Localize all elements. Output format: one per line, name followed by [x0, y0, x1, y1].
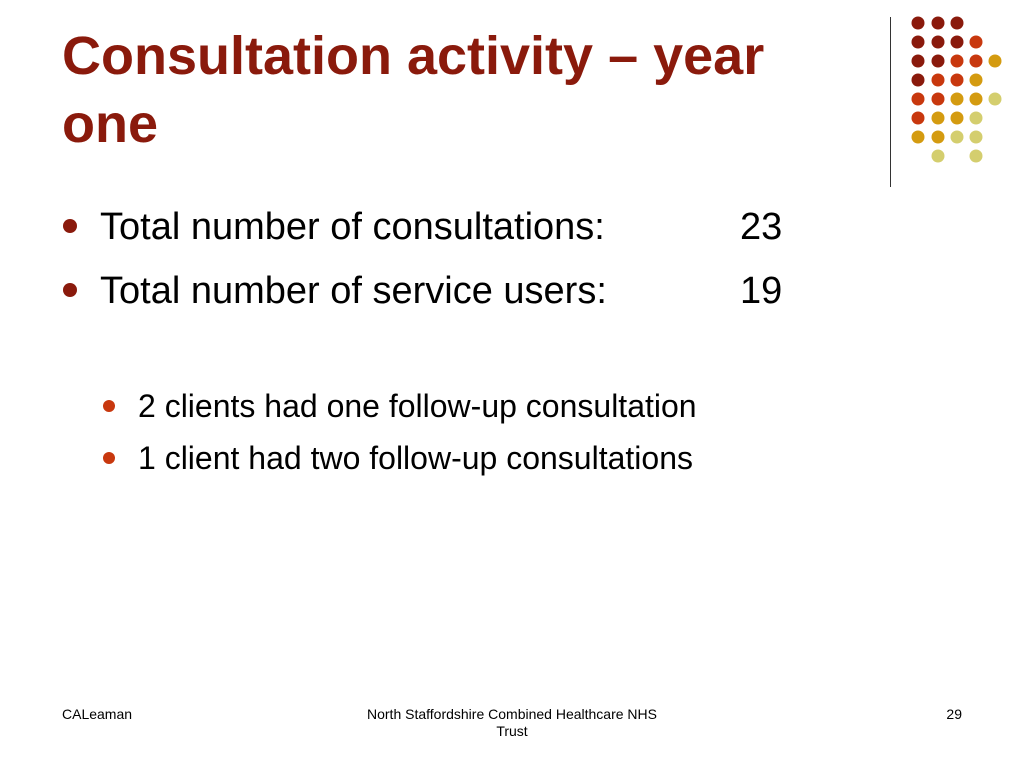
decorative-dot — [950, 35, 964, 49]
bullet-label: Total number of consultations: — [100, 206, 605, 248]
decorative-dot — [969, 92, 983, 106]
decorative-dot — [969, 35, 983, 49]
decorative-dot — [931, 111, 945, 125]
decorative-dot — [988, 92, 1002, 106]
decorative-dot — [950, 54, 964, 68]
vertical-divider — [890, 17, 891, 187]
decorative-dot — [911, 130, 925, 144]
decorative-dot — [950, 111, 964, 125]
decorative-dot — [931, 73, 945, 87]
footer-page-number: 29 — [946, 706, 962, 722]
decorative-dot — [931, 54, 945, 68]
sub-bullet-text: 2 clients had one follow-up consultation — [138, 388, 697, 424]
decorative-dot — [969, 111, 983, 125]
bullet-dot — [63, 283, 77, 297]
decorative-dot — [931, 149, 945, 163]
decorative-dot — [969, 149, 983, 163]
bullet-item-service-users: Total number of service users: 19 — [62, 264, 782, 328]
main-bullet-list: Total number of consultations: 23 Total n… — [62, 200, 782, 328]
decorative-dot — [911, 54, 925, 68]
decorative-dot — [969, 73, 983, 87]
decorative-dot — [911, 73, 925, 87]
decorative-dot-grid — [911, 16, 1002, 163]
bullet-label: Total number of service users: — [100, 270, 607, 312]
sub-bullet-item: 2 clients had one follow-up consultation — [100, 380, 697, 432]
sub-bullet-item: 1 client had two follow-up consultations — [100, 432, 697, 484]
sub-bullet-list: 2 clients had one follow-up consultation… — [100, 380, 697, 484]
decorative-dot — [969, 130, 983, 144]
decorative-dot — [931, 35, 945, 49]
decorative-dot — [931, 16, 945, 30]
bullet-item-consultations: Total number of consultations: 23 — [62, 200, 782, 264]
sub-bullet-dot — [103, 452, 115, 464]
decorative-dot — [988, 54, 1002, 68]
decorative-dot — [969, 54, 983, 68]
decorative-dot — [911, 92, 925, 106]
decorative-dot — [950, 73, 964, 87]
decorative-dot — [950, 92, 964, 106]
decorative-dot — [950, 16, 964, 30]
footer-author: CALeaman — [62, 706, 133, 722]
bullet-dot — [63, 219, 77, 233]
decorative-dot — [950, 130, 964, 144]
footer-organization: North Staffordshire Combined Healthcare … — [367, 706, 657, 739]
bullet-value: 19 — [740, 270, 783, 312]
decorative-dot — [911, 16, 925, 30]
bullet-value: 23 — [740, 206, 783, 248]
decorative-dot — [931, 130, 945, 144]
decorative-dot — [911, 111, 925, 125]
decorative-dot — [911, 35, 925, 49]
slide-title: Consultation activity – year one — [62, 26, 765, 154]
sub-bullet-text: 1 client had two follow-up consultations — [138, 440, 693, 476]
decorative-dot — [931, 92, 945, 106]
sub-bullet-dot — [103, 400, 115, 412]
